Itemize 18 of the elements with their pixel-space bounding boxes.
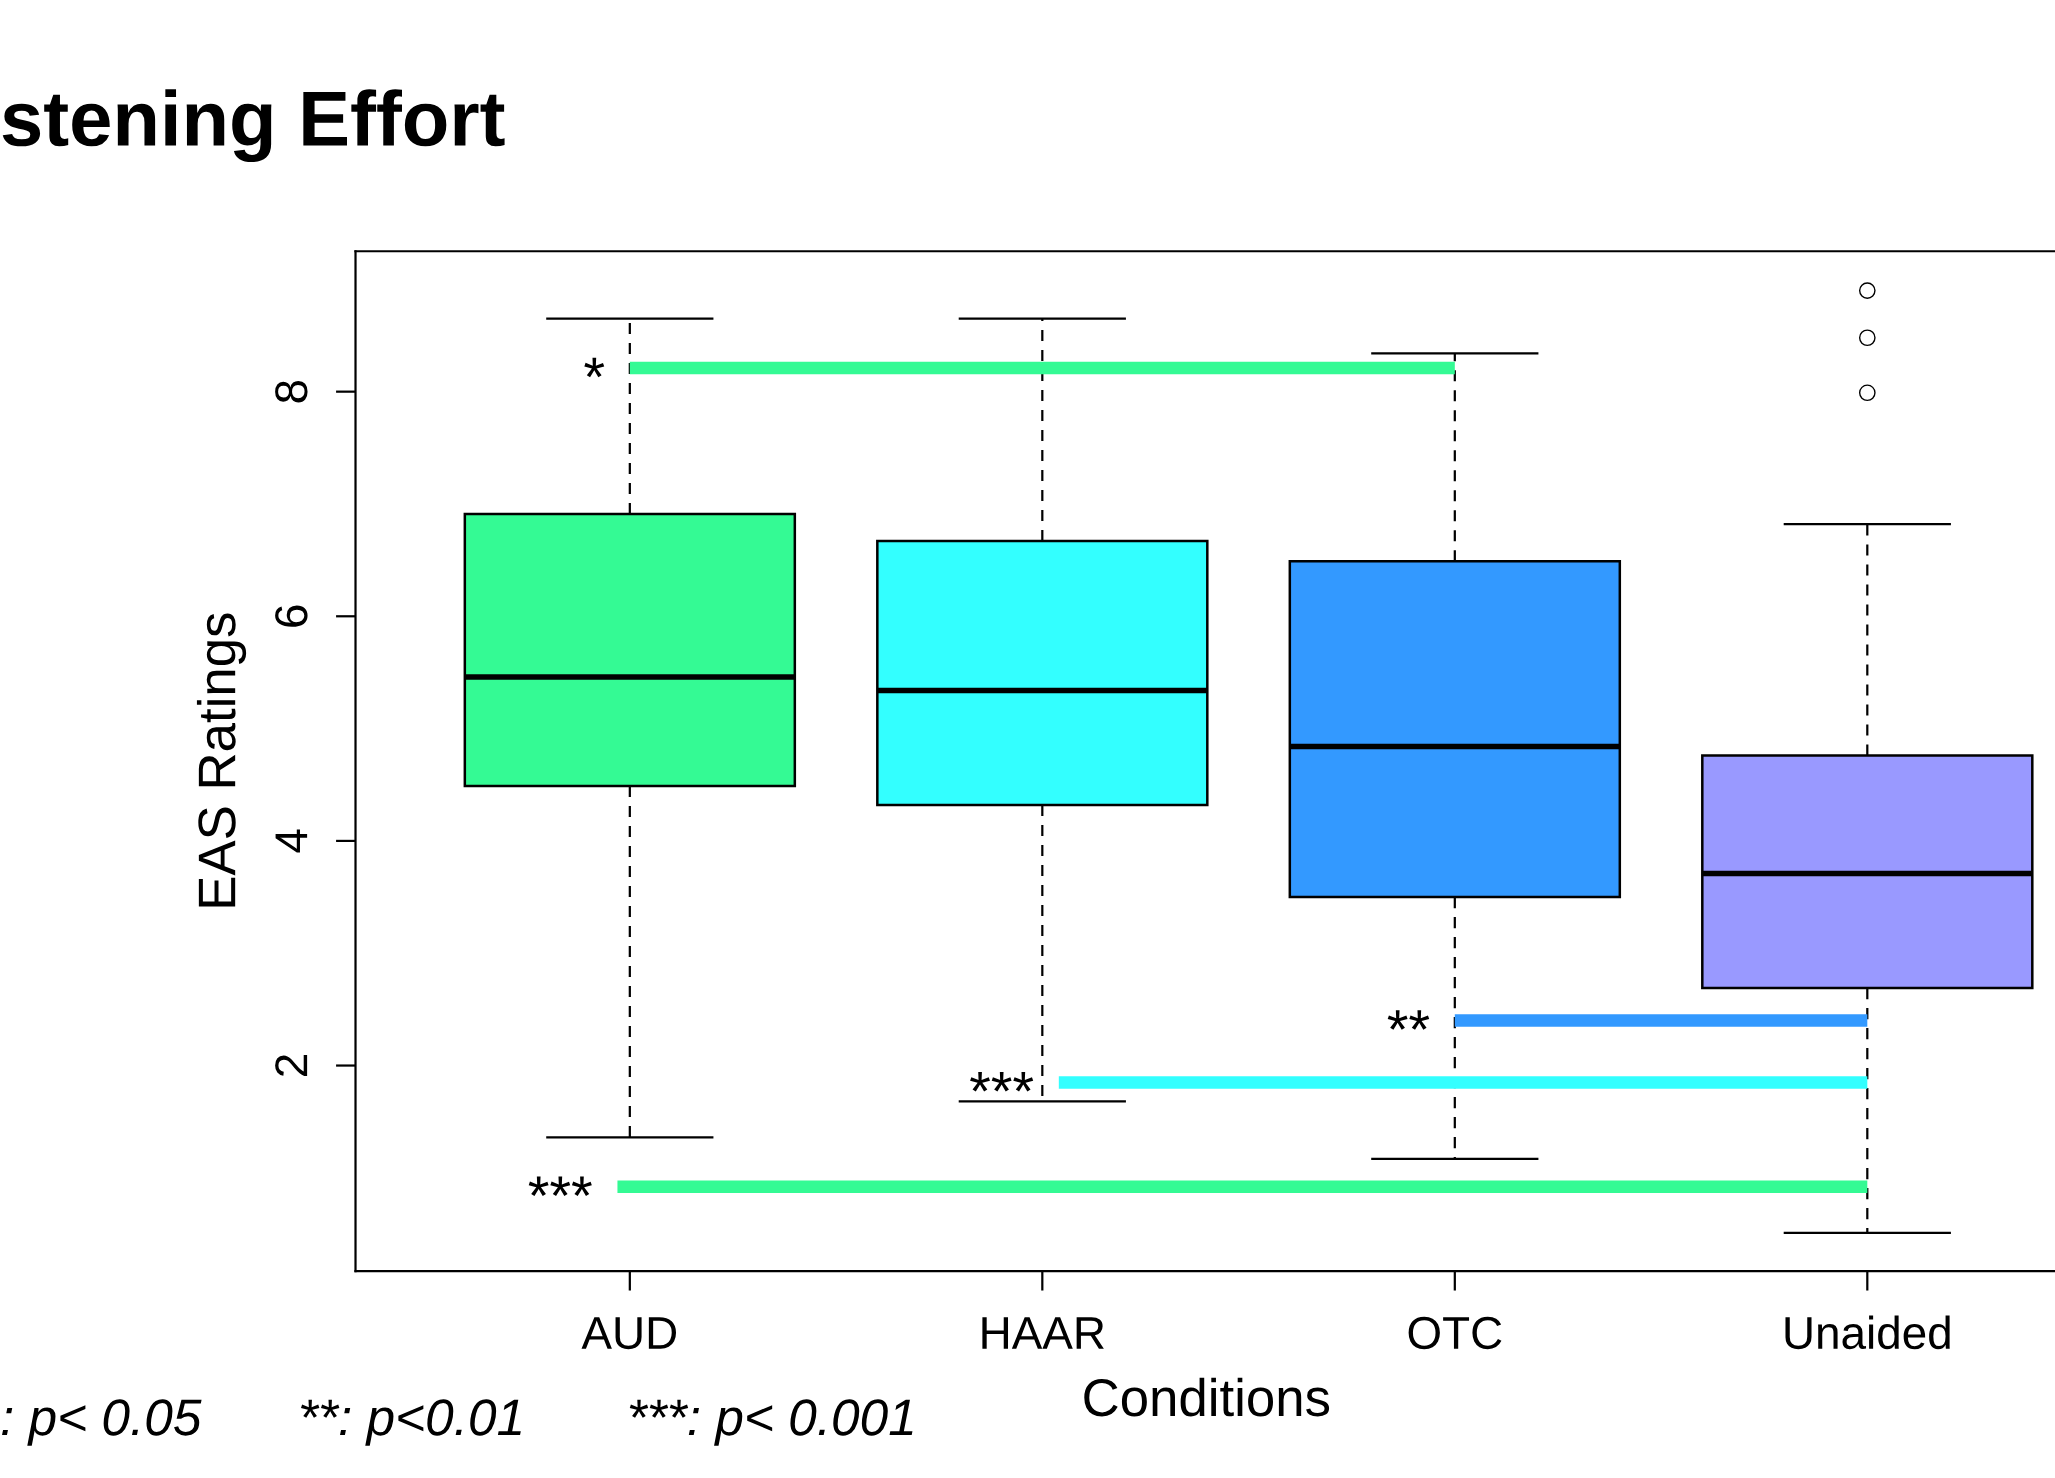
chart-title: stening Effort	[2, 89, 505, 163]
x-tick-label: Unaided	[1785, 1315, 1950, 1350]
x-tick-label: OTC	[1408, 1316, 1502, 1350]
x-tick-label: HAAR	[982, 1317, 1104, 1349]
text: ***: p< 0.001	[629, 1399, 913, 1446]
y-tick-label: 2	[275, 1055, 308, 1076]
text: **: p<0.01	[300, 1399, 521, 1446]
x-axis-title: Conditions	[1084, 1377, 1330, 1417]
y-tick-label: 6	[275, 605, 308, 627]
y-axis-title: EAS Ratings	[196, 613, 247, 907]
text: : p< 0.05	[2, 1399, 202, 1446]
annotation: *	[584, 357, 605, 378]
annotation: ***	[528, 1176, 592, 1196]
x-tick-label: AUD	[581, 1317, 677, 1350]
annotation: ***	[970, 1072, 1034, 1092]
y-tick-label: 4	[275, 829, 308, 853]
annotation: **	[1387, 1010, 1430, 1030]
y-tick-label: 8	[275, 380, 308, 403]
